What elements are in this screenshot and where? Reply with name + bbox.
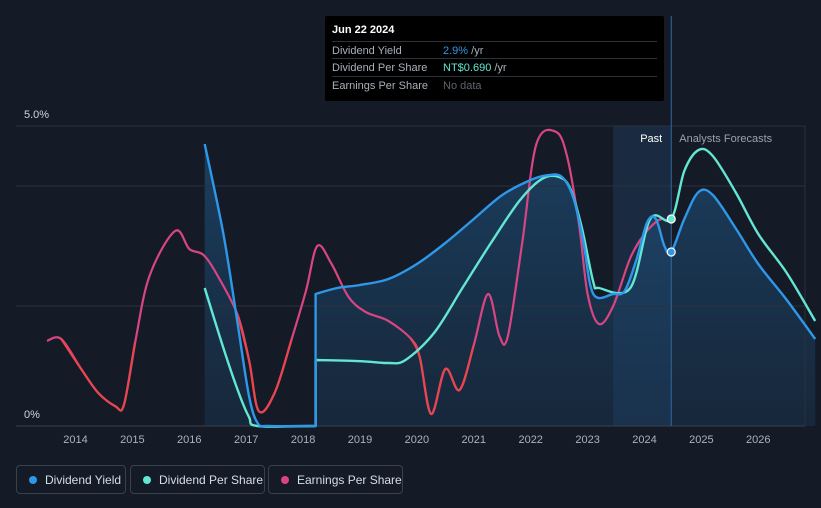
legend-dividend-yield[interactable]: Dividend Yield bbox=[16, 465, 126, 494]
legend-dot-icon bbox=[143, 475, 151, 484]
dividend-yield-area bbox=[204, 144, 816, 427]
tooltip-date: Jun 22 2024 bbox=[332, 24, 395, 36]
x-tick-label: 2023 bbox=[575, 434, 599, 446]
earnings-decline-segment bbox=[410, 338, 475, 416]
legend-dot-icon bbox=[281, 475, 289, 484]
earnings-decline-segment bbox=[60, 338, 137, 412]
legend-label: Dividend Yield bbox=[45, 472, 122, 487]
x-tick-label: 2025 bbox=[689, 434, 713, 446]
x-tick-label: 2026 bbox=[746, 434, 770, 446]
dividend-yield-marker bbox=[666, 247, 676, 257]
x-tick-label: 2015 bbox=[120, 434, 144, 446]
x-tick-label: 2018 bbox=[291, 434, 315, 446]
tooltip-row-earnings-per-share: Earnings Per Share No data bbox=[332, 76, 657, 94]
tooltip-row-dividend-yield: Dividend Yield 2.9% /yr bbox=[332, 41, 657, 59]
tooltip-row-dividend-per-share: Dividend Per Share NT$0.690 /yr bbox=[332, 58, 657, 76]
x-tick-label: 2022 bbox=[518, 434, 542, 446]
past-label: Past bbox=[640, 133, 662, 145]
x-tick-label: 2021 bbox=[462, 434, 486, 446]
x-tick-label: 2019 bbox=[348, 434, 372, 446]
tooltip-label: Dividend Yield bbox=[332, 45, 402, 57]
legend-dot-icon bbox=[29, 475, 37, 484]
x-tick-label: 2014 bbox=[63, 434, 87, 446]
earnings-decline-segment bbox=[236, 314, 293, 414]
legend-earnings-per-share[interactable]: Earnings Per Share bbox=[268, 465, 403, 494]
legend-dividend-per-share[interactable]: Dividend Per Share bbox=[130, 465, 265, 494]
legend-label: Dividend Per Share bbox=[159, 472, 264, 487]
dividend-per-share-marker bbox=[666, 214, 676, 224]
y-tick-label: 5.0% bbox=[24, 109, 49, 121]
legend-label: Earnings Per Share bbox=[297, 472, 402, 487]
tooltip-value: No data bbox=[443, 80, 482, 92]
x-tick-label: 2017 bbox=[234, 434, 258, 446]
x-tick-label: 2016 bbox=[177, 434, 201, 446]
y-tick-label: 0% bbox=[24, 409, 40, 421]
x-tick-label: 2020 bbox=[405, 434, 429, 446]
dividend-yield-line bbox=[203, 143, 817, 428]
forecast-label: Analysts Forecasts bbox=[679, 133, 772, 145]
tooltip-label: Earnings Per Share bbox=[332, 80, 428, 92]
tooltip-value: NT$0.690 /yr bbox=[443, 62, 507, 74]
tooltip-label: Dividend Per Share bbox=[332, 62, 428, 74]
chart-tooltip: Jun 22 2024 Dividend Yield 2.9% /yr Divi… bbox=[325, 16, 664, 101]
tooltip-value: 2.9% /yr bbox=[443, 45, 484, 57]
x-tick-label: 2024 bbox=[632, 434, 656, 446]
